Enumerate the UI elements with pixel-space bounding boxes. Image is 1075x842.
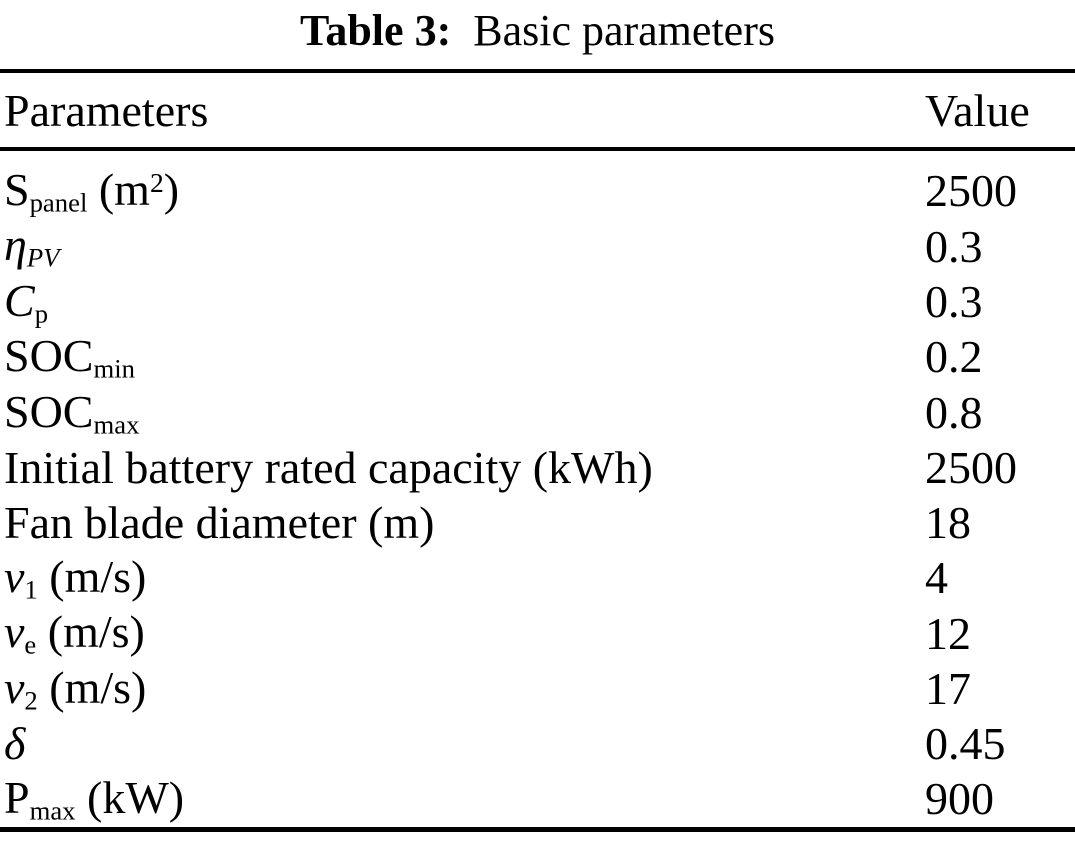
parameter-name-segment: max: [29, 795, 76, 826]
table-caption-text: Basic parameters: [473, 6, 775, 55]
parameter-name-segment: v: [4, 606, 25, 658]
parameter-name-segment: v: [4, 550, 25, 602]
table-row: v2 (m/s) 17: [0, 661, 1075, 716]
table-row: Cp 0.3: [0, 274, 1075, 329]
parameter-name: Fan blade diameter (m): [0, 495, 925, 550]
parameter-name-segment: SOC: [4, 330, 94, 382]
parameter-name: Pmax (kW): [0, 771, 925, 829]
parameter-name: SOCmin: [0, 329, 925, 384]
parameter-name-segment: 1: [24, 574, 38, 605]
parameter-name-segment: η: [4, 219, 27, 271]
column-header-parameters: Parameters: [0, 71, 925, 151]
parameter-name-segment: δ: [4, 718, 26, 770]
parameter-name: v2 (m/s): [0, 661, 925, 716]
parameter-name-segment: S: [4, 164, 30, 215]
table-row: v1 (m/s) 4: [0, 550, 1075, 605]
table-row: δ 0.45: [0, 716, 1075, 771]
parameter-name-segment: PV: [26, 242, 60, 273]
column-header-value: Value: [925, 71, 1075, 151]
parameter-value: 17: [925, 662, 971, 714]
parameter-value: 0.2: [925, 331, 983, 383]
parameter-value: 2500: [925, 441, 1017, 493]
parameter-name: Spanel (m2): [0, 149, 925, 218]
parameter-name-segment: (m/s): [36, 606, 145, 658]
parameter-name-segment: e: [24, 629, 37, 660]
table-row: ηPV 0.3: [0, 218, 1075, 273]
parameter-value: 0.45: [925, 718, 1006, 770]
parameter-name-segment: min: [93, 353, 135, 384]
parameter-name-segment: v: [4, 661, 25, 713]
parameter-name-segment: panel: [29, 187, 88, 218]
parameter-name-segment: SOC: [4, 385, 94, 437]
parameter-name-segment: Initial battery rated capacity (kWh): [4, 441, 653, 493]
parameter-value: 0.8: [925, 386, 983, 438]
parameter-name-segment: (kW): [75, 772, 185, 824]
parameter-name-segment: P: [4, 772, 30, 824]
table-row: Fan blade diameter (m) 18: [0, 495, 1075, 550]
parameter-name: SOCmax: [0, 385, 925, 440]
parameter-name-segment: C: [4, 274, 35, 326]
header-row: Parameters Value: [0, 71, 1075, 151]
parameter-name: Cp: [0, 274, 925, 329]
parameter-name: Initial battery rated capacity (kWh): [0, 440, 925, 495]
table-row: Spanel (m2) 2500: [0, 149, 1075, 218]
table-row: ve (m/s) 12: [0, 605, 1075, 660]
table-row: SOCmax 0.8: [0, 385, 1075, 440]
parameters-table: Parameters Value Spanel (m2) 2500 ηPV 0.3 Cp…: [0, 69, 1075, 832]
parameter-value: 0.3: [925, 220, 983, 272]
parameter-name-segment: (m/s): [37, 661, 147, 713]
parameter-value: 12: [925, 607, 971, 659]
parameter-value: 4: [925, 552, 948, 604]
parameter-name-segment: max: [93, 408, 140, 439]
table-caption: Table 3: Basic parameters: [0, 0, 1075, 69]
parameter-name-segment: ): [163, 164, 180, 215]
parameter-value: 18: [925, 496, 971, 548]
parameter-name: ηPV: [0, 218, 925, 273]
parameter-name-segment: p: [34, 298, 49, 329]
parameter-value: 900: [925, 773, 994, 825]
parameter-name: v1 (m/s): [0, 550, 925, 605]
table-caption-label: Table 3:: [300, 6, 452, 55]
parameter-name-segment: Fan blade diameter (m): [4, 496, 435, 548]
parameter-value: 2500: [925, 165, 1017, 217]
parameter-name-segment: 2: [149, 166, 164, 198]
parameter-name-segment: (m/s): [37, 550, 147, 602]
parameter-name-segment: 2: [24, 685, 38, 716]
parameter-value: 0.3: [925, 275, 983, 327]
parameter-name: δ: [0, 716, 925, 771]
table-row: Pmax (kW) 900: [0, 771, 1075, 829]
table-row: SOCmin 0.2: [0, 329, 1075, 384]
parameter-name: ve (m/s): [0, 605, 925, 660]
parameter-name-segment: (m: [87, 164, 150, 215]
table-row: Initial battery rated capacity (kWh) 2500: [0, 440, 1075, 495]
